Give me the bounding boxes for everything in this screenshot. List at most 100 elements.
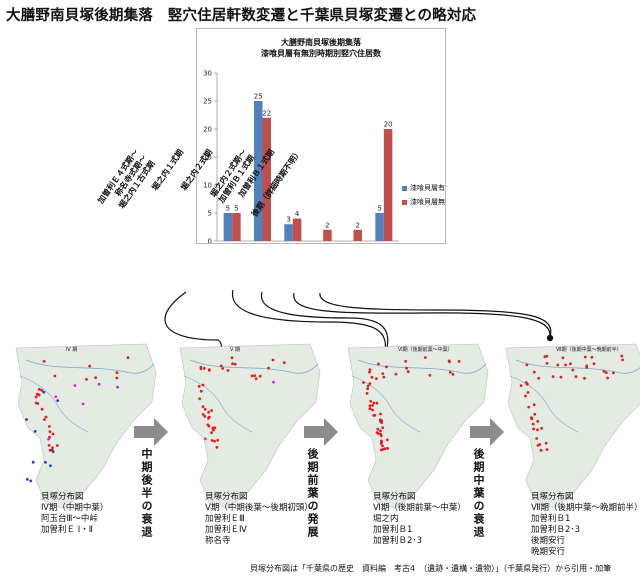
shell-mound-dot-blue: [25, 478, 29, 481]
shell-mound-dot: [198, 397, 202, 401]
shell-mound-dot: [583, 355, 587, 359]
river-line: [183, 375, 253, 433]
connector-to-map-4a: [293, 292, 551, 338]
shell-mound-dot: [543, 355, 547, 359]
shell-mound-dot: [258, 374, 262, 378]
map-caption-line: 晩期安行: [531, 547, 566, 557]
shell-mound-map-2: Ⅴ 期: [170, 342, 322, 512]
land-shape: [347, 343, 489, 509]
shell-mound-dot: [451, 373, 455, 376]
shell-mound-dot: [271, 358, 275, 362]
shell-mound-dot: [540, 426, 544, 430]
shell-mound-dot: [532, 403, 536, 407]
shell-mound-dot: [532, 427, 535, 431]
shell-mound-dot: [590, 355, 594, 359]
shell-mound-dot: [213, 426, 217, 430]
shell-mound-dot: [362, 381, 365, 384]
shell-mound-dot: [457, 360, 461, 363]
shell-mound-dot: [207, 410, 210, 414]
river-line: [515, 359, 640, 374]
legend-label: 漆喰貝層無: [410, 198, 445, 206]
arrow-right-icon: [304, 418, 338, 446]
map-caption-line: 加曽利ＥⅣ: [205, 525, 247, 535]
bar-with-plaster-5: [375, 213, 384, 241]
shell-mound-dot: [428, 373, 432, 377]
shell-mound-dot: [43, 418, 46, 421]
shell-mound-dot: [88, 364, 92, 368]
shell-mound-dot: [368, 382, 372, 385]
bar-without-plaster-1: [262, 117, 271, 241]
shell-mound-dot: [250, 374, 254, 378]
shell-mound-dot: [379, 429, 382, 433]
shell-mound-dot: [538, 443, 542, 446]
shell-mound-dot: [230, 356, 234, 360]
shell-mound-dot: [621, 358, 624, 362]
shell-mound-dot: [385, 438, 389, 442]
shell-mound-dot: [369, 399, 373, 403]
shell-mound-dot: [368, 368, 372, 371]
shell-mound-dot-magenta: [73, 384, 77, 387]
map-caption-line: 加曽利Ｅ Ⅰ・Ⅱ: [41, 525, 93, 535]
map-graphic: [505, 343, 640, 509]
shell-mound-dot: [545, 448, 549, 451]
shell-mound-dot: [37, 387, 41, 391]
shell-mound-dot: [447, 359, 451, 363]
map-caption-title: 貝塚分布図: [41, 492, 84, 502]
bar-value-label: 25: [254, 93, 263, 101]
shell-mound-dot: [94, 376, 98, 380]
bar-without-plaster-2: [292, 218, 302, 241]
shell-mound-dot: [385, 365, 388, 369]
bar-value-label: 20: [384, 121, 393, 129]
bar-value-label: 2: [325, 221, 329, 229]
shell-mound-dot: [527, 405, 531, 409]
shell-mound-dot: [210, 439, 214, 442]
shell-mound-dot: [376, 427, 380, 431]
shell-mound-dot-blue: [56, 399, 60, 402]
shell-mound-dot: [524, 381, 528, 384]
y-tick-label: 5: [208, 210, 212, 218]
shell-mound-dot-blue: [42, 390, 46, 394]
shell-mound-dot: [368, 404, 372, 408]
shell-mound-dot: [40, 389, 44, 392]
transition-label-2: 後期前葉の発展: [306, 448, 319, 539]
connector-to-map-4b: [319, 292, 552, 338]
shell-mound-dot: [381, 372, 385, 375]
shell-mound-dot: [379, 434, 383, 438]
map-caption-title: 貝塚分布図: [205, 492, 248, 502]
map-period-header: Ⅴ 期: [230, 347, 241, 353]
map-period-header: Ⅶ期（後期中葉〜晩期前半）: [556, 347, 622, 353]
shell-mound-dot: [36, 402, 40, 405]
shell-mound-dot: [267, 366, 270, 370]
shell-mound-dot: [612, 371, 615, 375]
shell-mound-dot: [203, 415, 207, 418]
river-line: [19, 375, 89, 433]
page-title: 大膳野南貝塚後期集落 竪穴住居軒数変遷と千葉県貝塚変遷との略対応: [6, 8, 477, 24]
legend-item-series-2: 漆喰貝層無: [402, 197, 445, 207]
transition-label-1: 中期後半の衰退: [140, 448, 153, 539]
shell-mound-dot: [585, 366, 589, 369]
river-line: [189, 359, 319, 374]
shell-mound-dot-magenta: [272, 380, 275, 384]
shell-mound-dot: [574, 375, 578, 379]
shell-mound-dot: [231, 362, 234, 366]
shell-mound-dot: [215, 445, 219, 449]
map-caption-line: Ⅳ期（中期中葉）: [41, 503, 109, 513]
map-caption-line: 加曽利Ｂ1: [531, 514, 571, 524]
shell-mound-dot: [47, 444, 51, 447]
shell-mound-dot: [386, 447, 389, 450]
shell-mound-dot: [48, 448, 52, 452]
shell-mound-dot: [211, 426, 215, 430]
legend-label: 漆喰貝層有: [410, 184, 445, 192]
shell-mound-dot: [254, 377, 258, 381]
chart-title-line-1: 大膳野南貝塚後期集落: [281, 38, 361, 47]
shell-mound-dot: [207, 424, 211, 428]
arrow-right-icon: [134, 418, 168, 446]
shell-mound-dot: [394, 372, 398, 376]
land-shape: [505, 343, 640, 509]
map-caption-line: 称名寺: [205, 536, 231, 546]
shell-mound-dot: [556, 363, 560, 367]
connector-dot: [546, 334, 554, 342]
shell-mound-dot: [199, 367, 203, 371]
shell-mound-map-3: Ⅵ期（後期前葉〜中葉）: [338, 342, 490, 512]
